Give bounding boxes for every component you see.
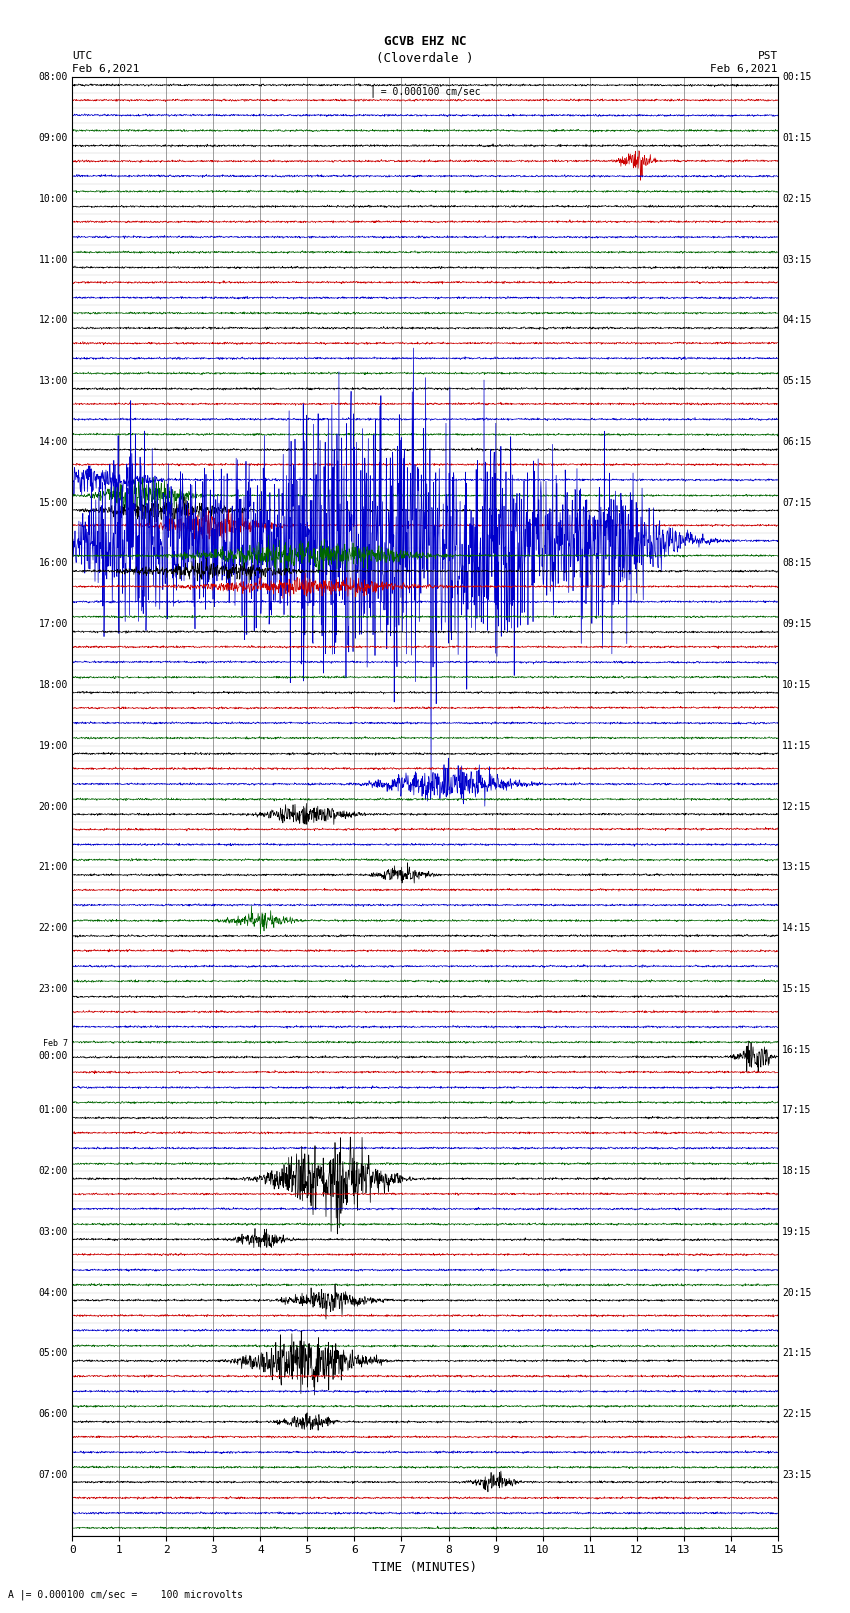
Text: 17:00: 17:00 [38,619,68,629]
Text: 15:00: 15:00 [38,498,68,508]
Text: 01:00: 01:00 [38,1105,68,1115]
Text: 09:00: 09:00 [38,134,68,144]
Text: 06:00: 06:00 [38,1410,68,1419]
Text: 15:15: 15:15 [782,984,812,994]
Text: 02:00: 02:00 [38,1166,68,1176]
Text: 13:15: 13:15 [782,863,812,873]
Text: Feb 7: Feb 7 [43,1039,68,1047]
Text: 21:00: 21:00 [38,863,68,873]
Text: Feb 6,2021: Feb 6,2021 [711,65,778,74]
Text: 14:00: 14:00 [38,437,68,447]
Text: 02:15: 02:15 [782,194,812,203]
Text: 00:00: 00:00 [38,1052,68,1061]
Text: 03:00: 03:00 [38,1227,68,1237]
Text: 09:15: 09:15 [782,619,812,629]
Text: GCVB EHZ NC: GCVB EHZ NC [383,35,467,48]
Text: UTC: UTC [72,52,93,61]
Text: 17:15: 17:15 [782,1105,812,1115]
Text: 11:15: 11:15 [782,740,812,750]
Text: 10:00: 10:00 [38,194,68,203]
Text: 04:15: 04:15 [782,316,812,326]
X-axis label: TIME (MINUTES): TIME (MINUTES) [372,1561,478,1574]
Text: PST: PST [757,52,778,61]
Text: A |= 0.000100 cm/sec =    100 microvolts: A |= 0.000100 cm/sec = 100 microvolts [8,1589,243,1600]
Text: 10:15: 10:15 [782,681,812,690]
Text: 20:15: 20:15 [782,1287,812,1297]
Text: 04:00: 04:00 [38,1287,68,1297]
Text: 21:15: 21:15 [782,1348,812,1358]
Text: 18:15: 18:15 [782,1166,812,1176]
Text: 07:00: 07:00 [38,1469,68,1479]
Text: 22:00: 22:00 [38,923,68,932]
Text: 13:00: 13:00 [38,376,68,386]
Text: 06:15: 06:15 [782,437,812,447]
Text: 08:15: 08:15 [782,558,812,568]
Text: 19:00: 19:00 [38,740,68,750]
Text: 22:15: 22:15 [782,1410,812,1419]
Text: 19:15: 19:15 [782,1227,812,1237]
Text: ⎥ = 0.000100 cm/sec: ⎥ = 0.000100 cm/sec [369,85,481,97]
Text: 12:00: 12:00 [38,316,68,326]
Text: 11:00: 11:00 [38,255,68,265]
Text: 18:00: 18:00 [38,681,68,690]
Text: 16:15: 16:15 [782,1045,812,1055]
Text: 08:00: 08:00 [38,73,68,82]
Text: 05:15: 05:15 [782,376,812,386]
Text: 12:15: 12:15 [782,802,812,811]
Text: 16:00: 16:00 [38,558,68,568]
Text: 20:00: 20:00 [38,802,68,811]
Text: 05:00: 05:00 [38,1348,68,1358]
Text: 14:15: 14:15 [782,923,812,932]
Text: 23:15: 23:15 [782,1469,812,1479]
Text: Feb 6,2021: Feb 6,2021 [72,65,139,74]
Text: 07:15: 07:15 [782,498,812,508]
Text: 03:15: 03:15 [782,255,812,265]
Text: 01:15: 01:15 [782,134,812,144]
Text: 23:00: 23:00 [38,984,68,994]
Text: (Cloverdale ): (Cloverdale ) [377,52,473,65]
Text: 00:15: 00:15 [782,73,812,82]
